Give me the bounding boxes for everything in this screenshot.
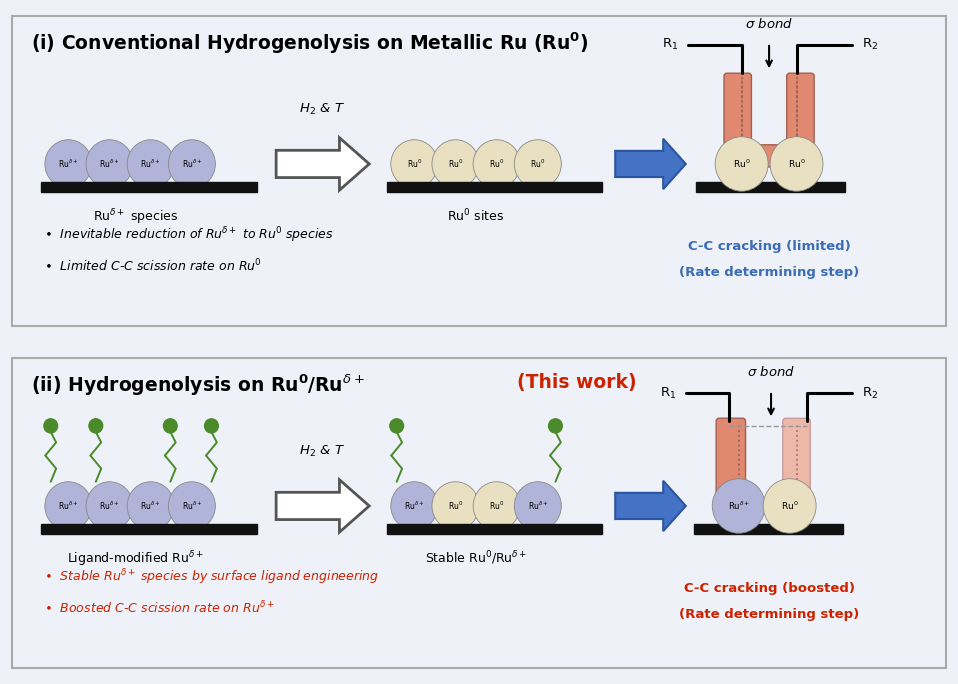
Polygon shape [276,479,369,532]
Circle shape [391,140,438,188]
Text: Ru$^{\delta+}$: Ru$^{\delta+}$ [100,158,120,170]
Polygon shape [276,137,369,190]
Bar [387,182,603,192]
FancyBboxPatch shape [783,418,810,510]
Circle shape [770,137,823,191]
Bar [41,524,257,534]
Text: R$_2$: R$_2$ [862,38,878,53]
Circle shape [712,479,765,533]
Text: Ru$^{\delta+}$: Ru$^{\delta+}$ [58,500,79,512]
Text: Ru$^{\delta+}$: Ru$^{\delta+}$ [528,500,548,512]
Text: Ru$^{0}$: Ru$^{0}$ [787,158,806,170]
Text: Ru$^{0}$: Ru$^{0}$ [781,500,798,512]
Circle shape [169,140,216,188]
Text: (ii) Hydrogenolysis on Ru$^\mathregular{0}$/Ru$^{\delta+}$: (ii) Hydrogenolysis on Ru$^\mathregular{… [32,373,365,398]
FancyBboxPatch shape [787,73,814,168]
Text: (Rate determining step): (Rate determining step) [679,266,859,279]
Circle shape [764,479,816,533]
Circle shape [514,482,561,530]
Circle shape [390,419,403,433]
Text: R$_1$: R$_1$ [660,386,676,401]
Polygon shape [615,481,686,531]
Circle shape [169,482,216,530]
Text: Stable Ru$^{0}$/Ru$^{\delta+}$: Stable Ru$^{0}$/Ru$^{\delta+}$ [425,549,527,567]
Circle shape [205,419,218,433]
Text: Ru$^{0}$: Ru$^{0}$ [489,158,504,170]
Circle shape [89,419,103,433]
Text: C-C cracking (limited): C-C cracking (limited) [688,239,851,252]
Circle shape [473,482,520,530]
Text: H$_2$ & T: H$_2$ & T [299,101,345,116]
Bar [694,524,843,534]
Text: $\bullet$  Inevitable reduction of Ru$^{\delta+}$ to Ru$^{0}$ species: $\bullet$ Inevitable reduction of Ru$^{\… [44,226,333,245]
Text: (i) Conventional Hydrogenolysis on Metallic Ru (Ru$^\mathregular{0}$): (i) Conventional Hydrogenolysis on Metal… [32,31,589,56]
Bar [387,524,603,534]
Text: H$_2$ & T: H$_2$ & T [299,443,345,458]
Text: Ru$^{\delta+}$: Ru$^{\delta+}$ [58,158,79,170]
Text: $\bullet$  Limited C-C scission rate on Ru$^{0}$: $\bullet$ Limited C-C scission rate on R… [44,258,262,274]
Text: $\bullet$  Boosted C-C scission rate on Ru$^{\delta+}$: $\bullet$ Boosted C-C scission rate on R… [44,600,274,616]
Text: Ru$^{\delta+}$: Ru$^{\delta+}$ [100,500,120,512]
Text: Ru$^{\delta+}$: Ru$^{\delta+}$ [182,158,202,170]
FancyBboxPatch shape [724,73,751,168]
Circle shape [391,482,438,530]
Text: Ru$^{0}$: Ru$^{0}$ [406,158,422,170]
Text: $\bullet$  Stable Ru$^{\delta+}$ species by surface ligand engineering: $\bullet$ Stable Ru$^{\delta+}$ species … [44,568,379,587]
Text: Ru$^{0}$: Ru$^{0}$ [447,158,463,170]
Text: $\sigma$ bond: $\sigma$ bond [747,365,795,379]
Circle shape [86,140,133,188]
Circle shape [473,140,520,188]
Circle shape [127,140,174,188]
Bar [696,182,845,192]
Text: Ru$^{\delta+}$: Ru$^{\delta+}$ [182,500,202,512]
Text: Ru$^{0}$: Ru$^{0}$ [447,500,463,512]
Text: Ru$^{0}$: Ru$^{0}$ [530,158,545,170]
Text: Ru$^{\delta+}$: Ru$^{\delta+}$ [141,500,161,512]
Circle shape [164,419,177,433]
Circle shape [716,137,768,191]
Text: R$_2$: R$_2$ [862,386,878,401]
Circle shape [45,482,92,530]
Circle shape [432,482,479,530]
Circle shape [549,419,562,433]
Text: Ru$^{\delta+}$: Ru$^{\delta+}$ [141,158,161,170]
Text: C-C cracking (boosted): C-C cracking (boosted) [684,581,855,594]
Circle shape [127,482,174,530]
Polygon shape [615,139,686,189]
Text: (Rate determining step): (Rate determining step) [679,608,859,621]
Circle shape [45,140,92,188]
FancyBboxPatch shape [725,145,813,167]
Text: R$_1$: R$_1$ [662,38,678,53]
Text: Ligand-modified Ru$^{\delta+}$: Ligand-modified Ru$^{\delta+}$ [67,549,204,569]
Circle shape [514,140,561,188]
Text: Ru$^{0}$ sites: Ru$^{0}$ sites [447,207,505,224]
Text: Ru$^{\delta+}$: Ru$^{\delta+}$ [404,500,424,512]
Text: Ru$^{0}$: Ru$^{0}$ [733,158,750,170]
Text: Ru$^{0}$: Ru$^{0}$ [489,500,504,512]
Circle shape [86,482,133,530]
Text: Ru$^{\delta+}$ species: Ru$^{\delta+}$ species [93,207,178,227]
FancyBboxPatch shape [717,418,745,510]
Circle shape [44,419,57,433]
Circle shape [432,140,479,188]
Text: $\sigma$ bond: $\sigma$ bond [745,17,793,31]
Bar [41,182,257,192]
Text: Ru$^{\delta+}$: Ru$^{\delta+}$ [727,500,750,512]
Text: (This work): (This work) [517,373,637,392]
